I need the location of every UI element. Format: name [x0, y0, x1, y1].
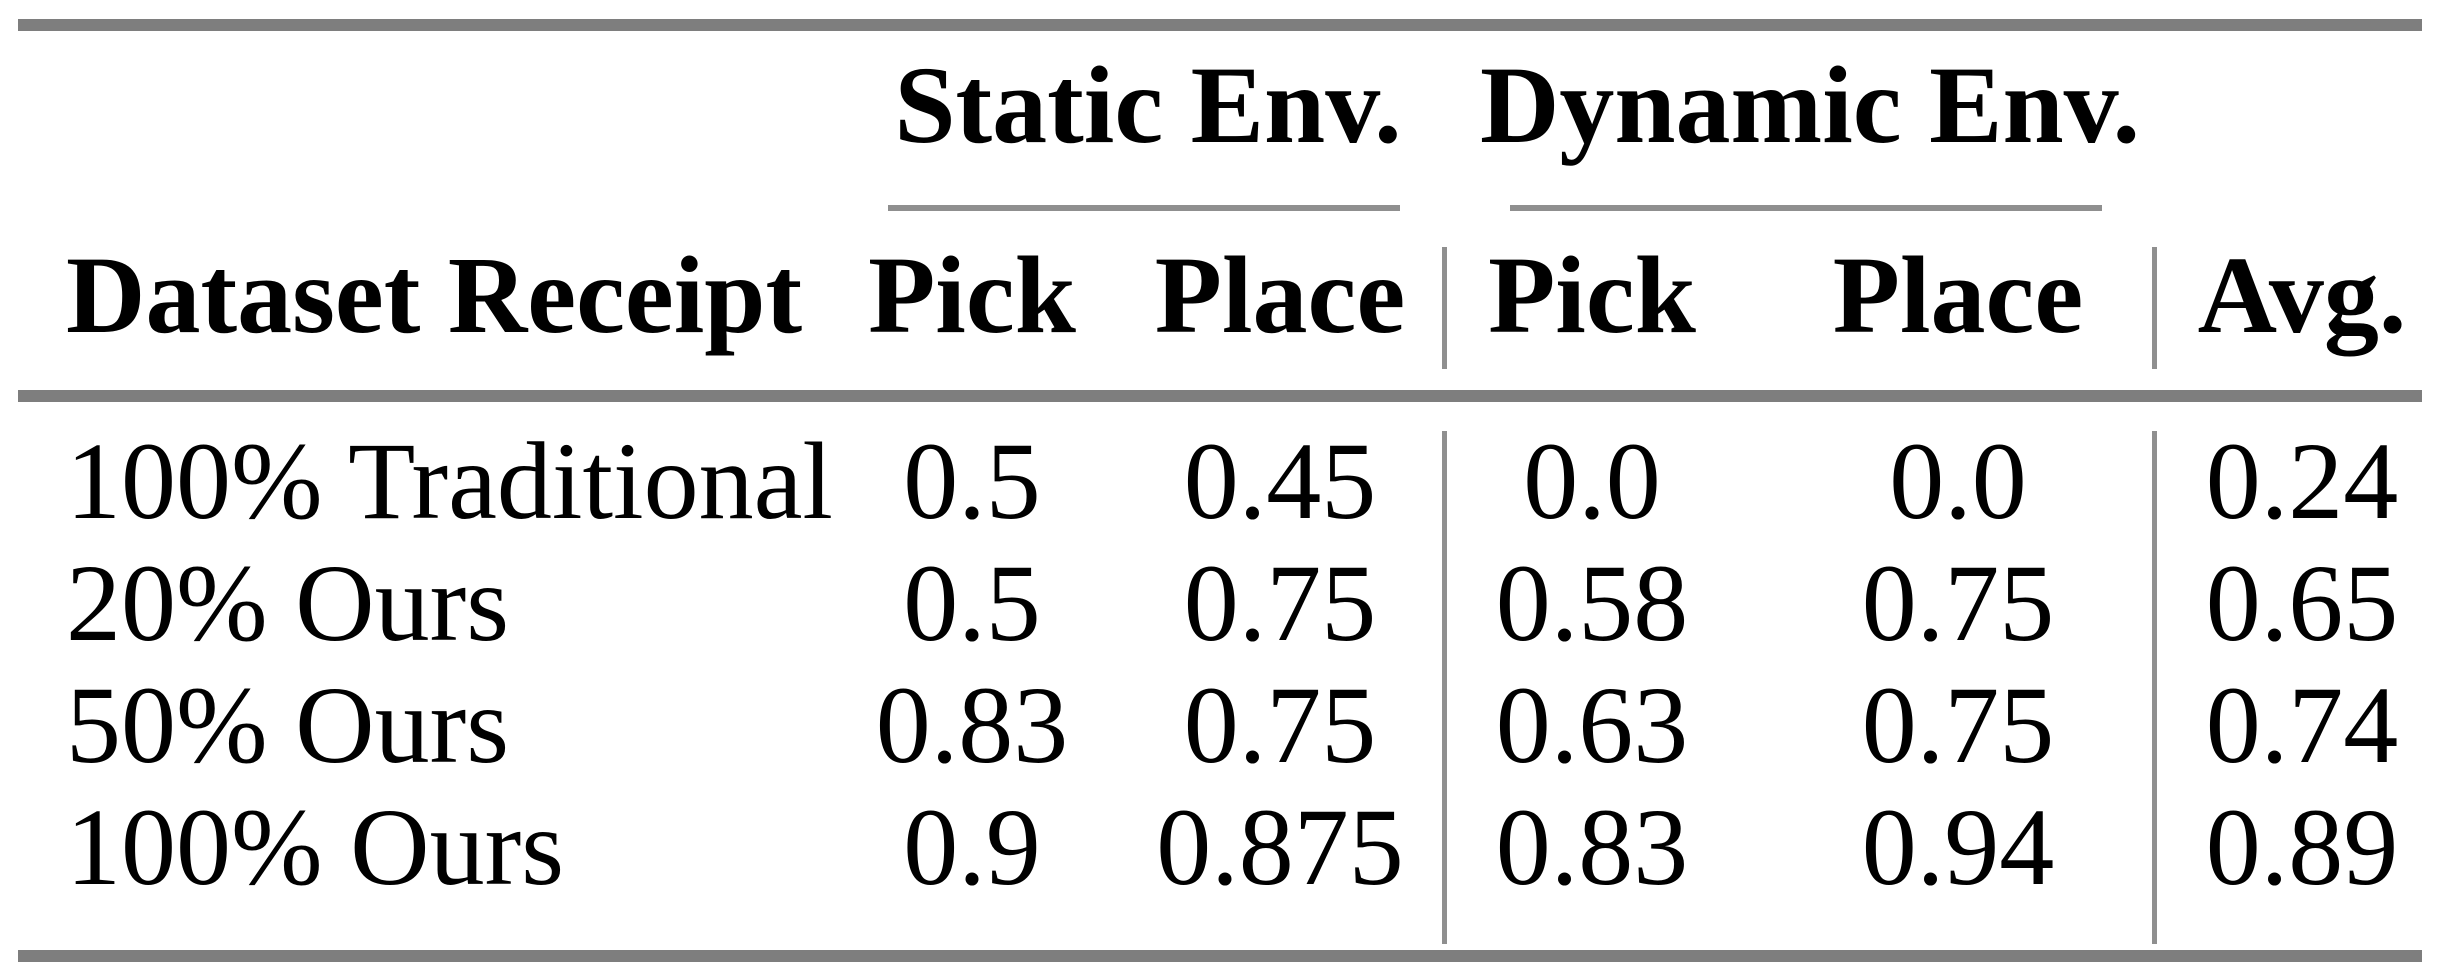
table-header-rule — [18, 390, 2422, 402]
cmidrule-static-env — [888, 205, 1400, 211]
cmidrule-dynamic-env — [1510, 205, 2102, 211]
cell-value: 0.83 — [1495, 786, 1689, 908]
cell-value: 0.75 — [1861, 542, 2055, 664]
cell-value: 0.5 — [903, 542, 1041, 664]
cell-value: 0.875 — [1156, 786, 1404, 908]
table-bottom-rule — [18, 950, 2422, 962]
cell-value: 0.9 — [903, 786, 1041, 908]
cell-value: 0.75 — [1861, 664, 2055, 786]
cell-value: 0.74 — [2205, 664, 2399, 786]
cell-value: 0.94 — [1861, 786, 2055, 908]
cell-value: 0.63 — [1495, 664, 1689, 786]
cell-value: 0.75 — [1183, 664, 1377, 786]
cell-value: 0.45 — [1183, 420, 1377, 542]
cell-value: 0.89 — [2205, 786, 2399, 908]
table-top-rule — [18, 19, 2422, 31]
column-header-static-pick: Pick — [868, 234, 1076, 356]
cell-value: 0.83 — [875, 664, 1069, 786]
cell-value: 0.58 — [1495, 542, 1689, 664]
vertical-separator-1-body — [1442, 431, 1447, 944]
group-header-static-env: Static Env. — [894, 44, 1402, 166]
cell-value: 0.0 — [1523, 420, 1661, 542]
cell-value: 0.75 — [1183, 542, 1377, 664]
column-header-dynamic-place: Place — [1832, 234, 2084, 356]
vertical-separator-1-header — [1442, 247, 1447, 369]
column-header-static-place: Place — [1154, 234, 1406, 356]
column-header-dataset-receipt: Dataset Receipt — [66, 234, 803, 356]
cell-value: 0.24 — [2205, 420, 2399, 542]
row-label: 20% Ours — [66, 542, 510, 664]
cell-value: 0.65 — [2205, 542, 2399, 664]
cell-value: 0.5 — [903, 420, 1041, 542]
group-header-dynamic-env: Dynamic Env. — [1479, 44, 2141, 166]
row-label: 100% Traditional — [66, 420, 833, 542]
row-label: 50% Ours — [66, 664, 510, 786]
vertical-separator-2-header — [2152, 247, 2157, 369]
column-header-avg: Avg. — [2197, 234, 2407, 356]
vertical-separator-2-body — [2152, 431, 2157, 944]
column-header-dynamic-pick: Pick — [1488, 234, 1696, 356]
row-label: 100% Ours — [66, 786, 565, 908]
cell-value: 0.0 — [1889, 420, 2027, 542]
